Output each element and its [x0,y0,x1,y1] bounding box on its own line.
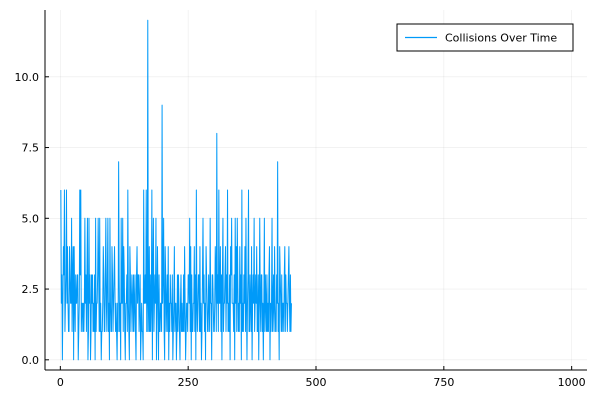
grid-lines [45,10,587,370]
y-tick-label: 0.0 [22,354,40,367]
x-tick-label: 0 [57,376,64,389]
x-tick-label: 750 [433,376,454,389]
legend: Collisions Over Time [396,23,574,52]
series-layer [60,19,292,361]
series-line [60,19,292,361]
x-tick-label: 1000 [558,376,586,389]
tick-labels: 0 250 500 750 1000 0.0 2.5 5.0 7.5 10.0 [15,71,586,389]
x-tick-label: 500 [306,376,327,389]
axes [44,10,587,371]
y-tick-label: 10.0 [15,71,40,84]
y-tick-label: 2.5 [22,283,40,296]
legend-label: Collisions Over Time [445,32,557,45]
y-tick-label: 7.5 [22,142,40,155]
x-tick-label: 250 [178,376,199,389]
y-tick-label: 5.0 [22,212,40,225]
